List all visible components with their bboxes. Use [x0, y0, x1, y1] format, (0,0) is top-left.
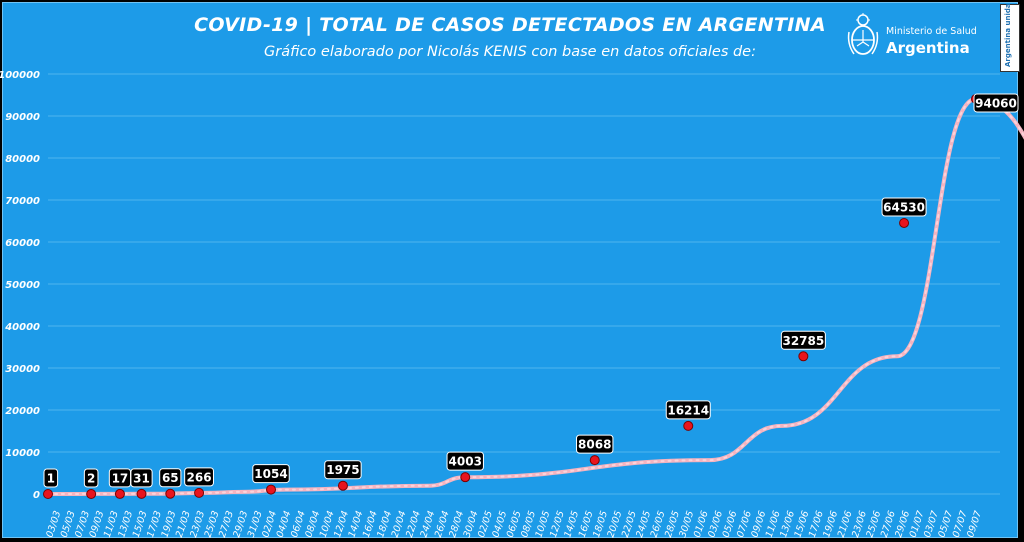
y-tick-label: 20000	[5, 406, 40, 417]
y-axis: 0 10000 20000 30000 40000 50000 60000 70000 8000…	[0, 70, 40, 501]
argentina-unida-badge: Argentina unida	[1000, 3, 1020, 72]
y-tick-label: 30000	[5, 364, 40, 375]
chart-title: COVID-19 | TOTAL DE CASOS DETECTADOS EN …	[194, 14, 826, 36]
data-label-box	[576, 434, 614, 454]
x-axis: 03/0305/0307/0309/0311/0313/0315/0317/03…	[44, 509, 984, 538]
data-marker	[194, 487, 205, 498]
data-label-box	[130, 468, 153, 488]
chart-subtitle: Gráfico elaborado por Nicolás KENIS con …	[264, 44, 756, 60]
data-label-box	[252, 464, 290, 484]
data-label-box	[973, 93, 1019, 113]
data-label-box	[446, 451, 484, 471]
ministry-logo: Ministerio de Salud Argentina	[846, 12, 986, 64]
data-label: 31	[130, 468, 153, 488]
data-marker	[43, 488, 53, 499]
data-marker	[798, 351, 809, 362]
data-label: 1054	[252, 464, 290, 484]
y-tick-label: 70000	[5, 196, 40, 207]
data-label-box	[881, 197, 927, 217]
data-marker	[266, 484, 277, 495]
data-label: 4003	[446, 451, 484, 471]
data-label-text: 31	[133, 471, 150, 485]
y-tick-label: 60000	[5, 238, 40, 249]
data-label-text: 266	[187, 470, 212, 484]
data-label-text: 8068	[578, 438, 611, 452]
data-label-box	[43, 468, 59, 488]
data-label: 2	[83, 468, 99, 488]
data-label-box	[780, 330, 826, 350]
data-marker	[86, 488, 97, 499]
y-tick-label: 80000	[5, 154, 40, 165]
data-marker	[337, 480, 348, 491]
data-label: 64530	[881, 197, 927, 217]
data-marker	[136, 488, 147, 499]
data-label-box	[184, 467, 214, 487]
y-tick-label: 40000	[4, 322, 40, 333]
data-markers	[43, 93, 981, 499]
data-marker	[114, 488, 125, 499]
data-label: 266	[184, 467, 214, 487]
data-label-text: 65	[162, 471, 179, 485]
data-label-text: 16214	[667, 403, 709, 417]
y-tick-label: 90000	[5, 112, 40, 123]
grid-lines	[48, 73, 1000, 495]
data-label: 65	[159, 468, 182, 488]
ministry-name-line2: Argentina	[886, 39, 970, 57]
data-label-text: 1975	[326, 463, 359, 477]
data-label-text: 32785	[782, 334, 824, 348]
data-label: 32785	[780, 330, 826, 350]
data-label-box	[665, 400, 711, 420]
data-marker	[165, 488, 176, 499]
data-label-text: 17	[112, 471, 129, 485]
y-tick-label: 100000	[0, 70, 40, 81]
data-label-text: 4003	[449, 455, 482, 469]
data-label-box	[324, 460, 362, 480]
data-label-box	[159, 468, 182, 488]
y-tick-label: 10000	[5, 448, 40, 459]
data-label: 17	[108, 468, 132, 488]
data-marker	[460, 472, 471, 483]
data-label: 8068	[576, 434, 614, 454]
ministry-name-line1: Ministerio de Salud	[886, 26, 977, 37]
data-label-text: 1	[47, 471, 55, 485]
data-label: 94060	[973, 93, 1019, 113]
data-label-text: 2	[87, 471, 95, 485]
argentina-coat-of-arms-icon	[847, 13, 879, 55]
data-label: 1975	[324, 460, 362, 480]
data-label: 16214	[665, 400, 711, 420]
y-tick-label: 0	[33, 490, 40, 501]
data-label: 1	[43, 468, 59, 488]
data-marker	[899, 217, 910, 228]
data-marker	[589, 455, 600, 466]
data-label-text: 94060	[975, 96, 1017, 110]
data-labels: 1 2 17 31 65 266 1054 1975 4003 8068 16214 32785 645…	[43, 93, 1019, 488]
data-label-text: 64530	[883, 200, 925, 214]
data-marker	[683, 420, 694, 431]
data-label-text: 1054	[254, 467, 287, 481]
y-tick-label: 50000	[5, 280, 40, 291]
data-label-box	[83, 468, 99, 488]
